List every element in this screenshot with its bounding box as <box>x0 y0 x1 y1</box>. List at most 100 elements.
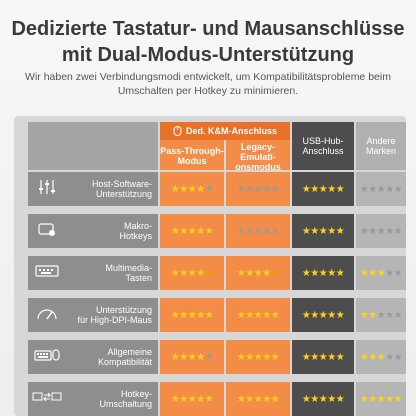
row-label-line1: Multimedia- <box>105 263 152 273</box>
star-filled: ★ <box>245 393 254 405</box>
subtitle-line-2: Umschalten per Hotkey zu minimieren. <box>117 85 299 97</box>
star-empty: ★ <box>359 183 369 195</box>
rating-cell: ★★★★★ <box>356 298 406 332</box>
star-filled: ★ <box>262 309 271 321</box>
star-filled: ★ <box>179 225 188 237</box>
star-empty: ★ <box>385 225 394 237</box>
star-filled: ★ <box>301 393 311 405</box>
star-filled: ★ <box>335 225 345 237</box>
star-filled: ★ <box>310 267 319 279</box>
keyboard-mouse-icon <box>34 348 60 367</box>
star-filled: ★ <box>204 393 214 405</box>
star-filled: ★ <box>335 309 345 321</box>
star-empty: ★ <box>385 267 394 279</box>
row-label: Multimedia- Tasten <box>66 256 158 290</box>
star-filled: ★ <box>236 393 246 405</box>
star-empty: ★ <box>376 225 386 237</box>
star-filled: ★ <box>335 267 345 279</box>
star-filled: ★ <box>327 393 336 405</box>
star-rating: ★★★★★ <box>359 267 403 279</box>
star-empty: ★ <box>253 225 263 237</box>
star-filled: ★ <box>196 393 205 405</box>
star-filled: ★ <box>236 351 246 363</box>
header-col-other-brands: Andere Marken <box>356 122 406 170</box>
star-filled: ★ <box>327 309 336 321</box>
star-filled: ★ <box>318 267 328 279</box>
rating-cell: ★★★★★ <box>356 172 406 206</box>
star-rating: ★★★★★ <box>301 309 345 321</box>
row-label-line1: Hotkey- <box>120 389 152 399</box>
star-filled: ★ <box>187 183 197 195</box>
star-filled: ★ <box>301 267 311 279</box>
rating-cell: ★★★★★ <box>356 214 406 248</box>
star-empty: ★ <box>393 309 403 321</box>
star-rating: ★★★★★ <box>170 309 214 321</box>
star-filled: ★ <box>187 225 197 237</box>
star-filled: ★ <box>196 267 205 279</box>
star-filled: ★ <box>310 183 319 195</box>
star-filled: ★ <box>310 309 319 321</box>
star-filled: ★ <box>301 309 311 321</box>
rating-cell: ★★★★★ <box>292 256 354 290</box>
star-empty: ★ <box>204 183 214 195</box>
star-filled: ★ <box>187 309 197 321</box>
star-filled: ★ <box>253 351 263 363</box>
row-label-line1: Host-Software- <box>91 179 152 189</box>
star-filled: ★ <box>196 309 205 321</box>
star-rating: ★★★★★ <box>237 225 280 237</box>
rating-cell: ★★★★★ <box>226 340 290 374</box>
row-icon-cell <box>28 256 66 290</box>
star-filled: ★ <box>179 309 188 321</box>
star-filled: ★ <box>204 309 214 321</box>
star-rating: ★★★★★ <box>171 267 214 279</box>
col-1-line3: onsmodus <box>235 162 281 172</box>
star-empty: ★ <box>368 183 377 195</box>
star-rating: ★★★★★ <box>171 393 214 405</box>
rating-cell: ★★★★★ <box>292 172 354 206</box>
pc-switch-icon <box>32 390 62 408</box>
star-filled: ★ <box>335 351 345 363</box>
star-filled: ★ <box>385 393 394 405</box>
star-filled: ★ <box>359 351 369 363</box>
star-empty: ★ <box>270 183 280 195</box>
table-row: Hotkey- Umschaltung ★★★★★ ★★★★★ ★★★★★ ★★★★★ <box>28 382 406 416</box>
star-filled: ★ <box>318 183 328 195</box>
row-label-line1: Unterstützung <box>95 305 152 315</box>
star-rating: ★★★★★ <box>171 183 214 195</box>
rating-cell: ★★★★★ <box>292 382 354 416</box>
star-empty: ★ <box>385 351 394 363</box>
star-rating: ★★★★★ <box>237 183 280 195</box>
star-filled: ★ <box>262 267 271 279</box>
star-filled: ★ <box>327 183 336 195</box>
table-row: Host-Software- Unterstützung ★★★★★ ★★★★★ ★★★… <box>28 172 406 206</box>
star-empty: ★ <box>245 225 254 237</box>
star-empty: ★ <box>245 183 254 195</box>
star-empty: ★ <box>385 309 394 321</box>
row-icon-cell <box>28 298 66 332</box>
star-half: ★ <box>270 267 280 279</box>
col-1-line1: Legacy- <box>240 142 275 152</box>
star-filled: ★ <box>327 267 336 279</box>
star-filled: ★ <box>253 309 263 321</box>
star-rating: ★★★★★ <box>171 352 214 363</box>
col-2-line1: USB-Hub- <box>302 136 344 146</box>
star-filled: ★ <box>359 267 369 279</box>
rating-cell: ★★★★★ <box>226 256 290 290</box>
col-0-line1: Pass-Through- <box>160 146 224 156</box>
rating-cell: ★★★★★ <box>160 382 224 416</box>
rating-cell: ★★★★★ <box>356 382 406 416</box>
row-icon-cell <box>28 382 66 416</box>
star-empty: ★ <box>262 183 271 195</box>
star-filled: ★ <box>170 309 180 321</box>
star-filled: ★ <box>253 267 263 279</box>
rating-cell: ★★★★★ <box>160 298 224 332</box>
mouse-icon <box>173 126 182 136</box>
star-filled: ★ <box>270 351 280 363</box>
star-rating: ★★★★★ <box>171 225 214 237</box>
star-filled: ★ <box>376 393 386 405</box>
star-filled: ★ <box>245 309 254 321</box>
table-row: Allgemeine Kompatibilität ★★★★★ ★★★★★ ★★★★★ ★… <box>28 340 406 374</box>
row-icon-cell <box>28 172 66 206</box>
rating-cell: ★★★★★ <box>292 298 354 332</box>
star-filled: ★ <box>327 225 336 237</box>
